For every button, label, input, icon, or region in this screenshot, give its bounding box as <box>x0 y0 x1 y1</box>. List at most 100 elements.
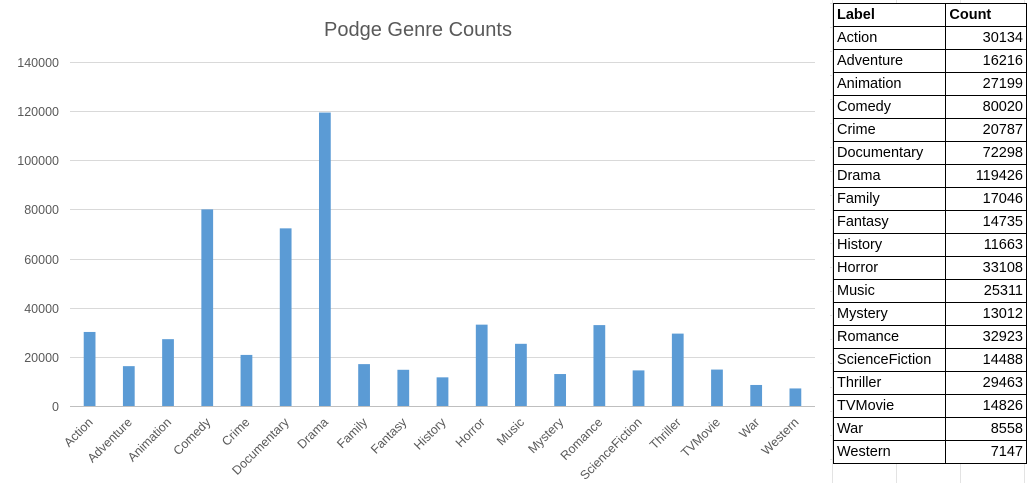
cell-count[interactable]: 13012 <box>945 302 1027 326</box>
cell-count[interactable]: 29463 <box>945 371 1027 395</box>
x-tick-label: War <box>737 415 763 441</box>
cell-count[interactable]: 20787 <box>945 118 1027 142</box>
cell-count[interactable]: 14735 <box>945 210 1027 234</box>
cell-label[interactable]: Music <box>832 279 947 303</box>
x-tick-label: Horror <box>453 415 488 450</box>
table-row: Western 7147 <box>832 440 1027 464</box>
bar[interactable] <box>711 369 723 406</box>
cell-count[interactable]: 14488 <box>945 348 1027 372</box>
gridlines <box>70 62 815 407</box>
cell-label[interactable]: Documentary <box>832 141 947 165</box>
table-header-row: Label Count <box>832 3 1027 27</box>
cell-label[interactable]: Action <box>832 26 947 50</box>
x-tick-label: Comedy <box>171 415 214 458</box>
cell-label[interactable]: ScienceFiction <box>832 348 947 372</box>
table-row: Drama 119426 <box>832 164 1027 188</box>
bar[interactable] <box>240 354 253 406</box>
cell-label[interactable]: Adventure <box>832 49 947 73</box>
y-tick-label: 120000 <box>17 105 59 119</box>
header-label[interactable]: Label <box>832 3 947 27</box>
bar[interactable] <box>162 339 174 406</box>
table-row: Documentary 72298 <box>832 141 1027 165</box>
bar-chart: Podge Genre Counts 0 20000 40000 60000 80000… <box>17 19 815 483</box>
x-tick-label: Thriller <box>647 415 684 452</box>
bars <box>83 112 802 407</box>
bar[interactable] <box>122 366 135 406</box>
cell-label[interactable]: Mystery <box>832 302 947 326</box>
bar[interactable] <box>279 228 292 406</box>
bar[interactable] <box>397 369 410 406</box>
cell-count[interactable]: 17046 <box>945 187 1027 211</box>
cell-count[interactable]: 16216 <box>945 49 1027 73</box>
bar[interactable] <box>789 388 802 406</box>
cell-label[interactable]: History <box>832 233 947 257</box>
y-tick-label: 40000 <box>24 302 59 316</box>
bar[interactable] <box>436 377 449 406</box>
cell-count[interactable]: 7147 <box>945 440 1027 464</box>
bar[interactable] <box>201 209 214 406</box>
cell-label[interactable]: War <box>832 417 947 441</box>
bar[interactable] <box>475 324 488 406</box>
cell-count[interactable]: 32923 <box>945 325 1027 349</box>
bar[interactable] <box>554 374 567 406</box>
bar[interactable] <box>671 333 684 406</box>
cell-label[interactable]: Family <box>832 187 947 211</box>
table-row: Adventure 16216 <box>832 49 1027 73</box>
cell-label[interactable]: TVMovie <box>832 394 947 418</box>
bar[interactable] <box>632 370 645 406</box>
bar[interactable] <box>750 384 763 406</box>
bar[interactable] <box>593 325 606 406</box>
cell-count[interactable]: 8558 <box>945 417 1027 441</box>
bar[interactable] <box>358 364 370 406</box>
bar[interactable] <box>515 343 527 406</box>
cell-label[interactable]: Fantasy <box>832 210 947 234</box>
cell-label[interactable]: Horror <box>832 256 947 280</box>
y-tick-label: 80000 <box>24 203 59 217</box>
table-row: Mystery 13012 <box>832 302 1027 326</box>
table-row: Crime 20787 <box>832 118 1027 142</box>
bar[interactable] <box>318 112 331 407</box>
table-row: War 8558 <box>832 417 1027 441</box>
table-row: Animation 27199 <box>832 72 1027 96</box>
x-tick-label: History <box>411 415 449 453</box>
table-row: Family 17046 <box>832 187 1027 211</box>
y-tick-label: 100000 <box>17 154 59 168</box>
cell-count[interactable]: 80020 <box>945 95 1027 119</box>
chart-area[interactable]: Podge Genre Counts 0 20000 40000 60000 80000… <box>0 0 830 483</box>
table-row: Comedy 80020 <box>832 95 1027 119</box>
x-tick-label: Music <box>494 415 527 448</box>
y-tick-label: 0 <box>52 400 59 414</box>
bar[interactable] <box>83 331 96 406</box>
cell-label[interactable]: Drama <box>832 164 947 188</box>
x-tick-label: Drama <box>295 415 331 451</box>
y-tick-label: 60000 <box>24 253 59 267</box>
cell-count[interactable]: 11663 <box>945 233 1027 257</box>
cell-label[interactable]: Western <box>832 440 947 464</box>
cell-count[interactable]: 25311 <box>945 279 1027 303</box>
header-count[interactable]: Count <box>945 3 1027 27</box>
cell-count[interactable]: 72298 <box>945 141 1027 165</box>
table-row: History 11663 <box>832 233 1027 257</box>
x-tick-label: TVMovie <box>678 415 723 460</box>
cell-label[interactable]: Comedy <box>832 95 947 119</box>
x-tick-label: Western <box>759 415 802 458</box>
data-table: Label Count Action 30134 Adventure 16216 Ani… <box>832 3 1027 464</box>
y-tick-label: 20000 <box>24 351 59 365</box>
cell-count[interactable]: 30134 <box>945 26 1027 50</box>
table-row: Thriller 29463 <box>832 371 1027 395</box>
table-row: ScienceFiction 14488 <box>832 348 1027 372</box>
cell-label[interactable]: Thriller <box>832 371 947 395</box>
cell-count[interactable]: 33108 <box>945 256 1027 280</box>
table-row: Horror 33108 <box>832 256 1027 280</box>
cell-count[interactable]: 14826 <box>945 394 1027 418</box>
table-row: Music 25311 <box>832 279 1027 303</box>
y-axis-ticks: 0 20000 40000 60000 80000 100000 120000 140000 <box>17 56 59 414</box>
cell-count[interactable]: 119426 <box>945 164 1027 188</box>
cell-count[interactable]: 27199 <box>945 72 1027 96</box>
cell-label[interactable]: Crime <box>832 118 947 142</box>
cell-label[interactable]: Romance <box>832 325 947 349</box>
table-row: Fantasy 14735 <box>832 210 1027 234</box>
y-tick-label: 140000 <box>17 56 59 70</box>
cell-label[interactable]: Animation <box>832 72 947 96</box>
